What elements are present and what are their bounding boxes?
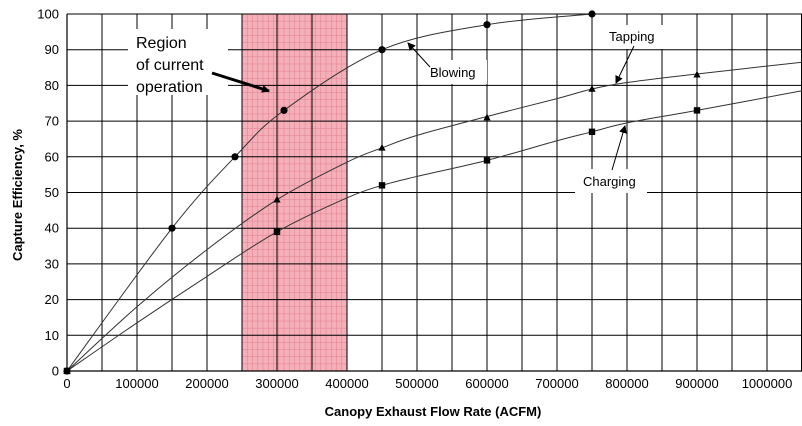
- marker-layer: [63, 10, 701, 375]
- blowing-arrow: [407, 42, 431, 68]
- x-tick-label: 800000: [605, 376, 648, 391]
- y-tick-label: 10: [45, 328, 59, 343]
- y-tick-label: 0: [52, 364, 59, 379]
- region-label-line-1: Region: [136, 35, 187, 52]
- x-tick-label: 300000: [255, 376, 298, 391]
- tapping-point: [273, 195, 281, 203]
- blowing-point: [231, 153, 239, 161]
- blowing-point: [280, 106, 288, 114]
- blowing-point: [588, 10, 596, 18]
- y-tick-label: 80: [45, 78, 59, 93]
- region-label-line-3: operation: [136, 79, 203, 96]
- tapping-label: Tapping: [609, 29, 655, 44]
- x-tick-label: 700000: [535, 376, 578, 391]
- blowing-point: [378, 46, 386, 54]
- charging-point: [273, 228, 281, 235]
- charging-point: [63, 367, 71, 375]
- charging-label: Charging: [583, 174, 636, 189]
- y-tick-label: 60: [45, 149, 59, 164]
- blowing-point: [168, 224, 176, 232]
- tapping-point: [483, 113, 491, 121]
- charging-point: [483, 157, 491, 164]
- y-tick-label: 70: [45, 114, 59, 129]
- charging-point: [693, 107, 701, 114]
- tapping-point: [588, 84, 596, 92]
- y-tick-label: 50: [45, 185, 59, 200]
- x-tick-label: 400000: [325, 376, 368, 391]
- charging-arrow: [611, 125, 627, 171]
- x-tick-label: 900000: [675, 376, 718, 391]
- charging-point: [378, 182, 386, 189]
- tapping-annotation: Tapping: [601, 25, 671, 84]
- x-tick-label: 1000000: [742, 376, 793, 391]
- blowing-label: Blowing: [430, 65, 476, 80]
- y-tick-label: 20: [45, 292, 59, 307]
- region-annotation: Region of current operation: [128, 29, 270, 96]
- y-tick-label: 100: [37, 7, 59, 22]
- tapping-arrow: [615, 45, 635, 84]
- charging-annotation: Charging: [575, 125, 647, 193]
- y-tick-label: 90: [45, 42, 59, 57]
- x-tick-label: 600000: [465, 376, 508, 391]
- series-line-charging: [66, 90, 802, 372]
- tapping-point: [693, 70, 701, 78]
- blowing-annotation: Blowing: [407, 42, 487, 84]
- x-tick-label: 200000: [185, 376, 228, 391]
- y-tick-label: 30: [45, 256, 59, 271]
- x-tick-label: 100000: [115, 376, 158, 391]
- x-tick-label: 500000: [395, 376, 438, 391]
- series-line-tapping: [66, 61, 802, 372]
- y-tick-label: 40: [45, 221, 59, 236]
- region-arrow: [211, 71, 270, 93]
- x-axis-title: Canopy Exhaust Flow Rate (ACFM): [325, 404, 542, 419]
- charging-point: [588, 128, 596, 136]
- tapping-point: [378, 143, 386, 151]
- x-tick-label: 0: [63, 376, 70, 391]
- region-label-line-2: of current: [136, 57, 204, 74]
- tick-label-layer: 0 100000 200000 300000 400000 500000 600000 700…: [37, 7, 792, 392]
- y-axis-title: Capture Efficiency, %: [10, 129, 25, 261]
- blowing-point: [483, 21, 491, 29]
